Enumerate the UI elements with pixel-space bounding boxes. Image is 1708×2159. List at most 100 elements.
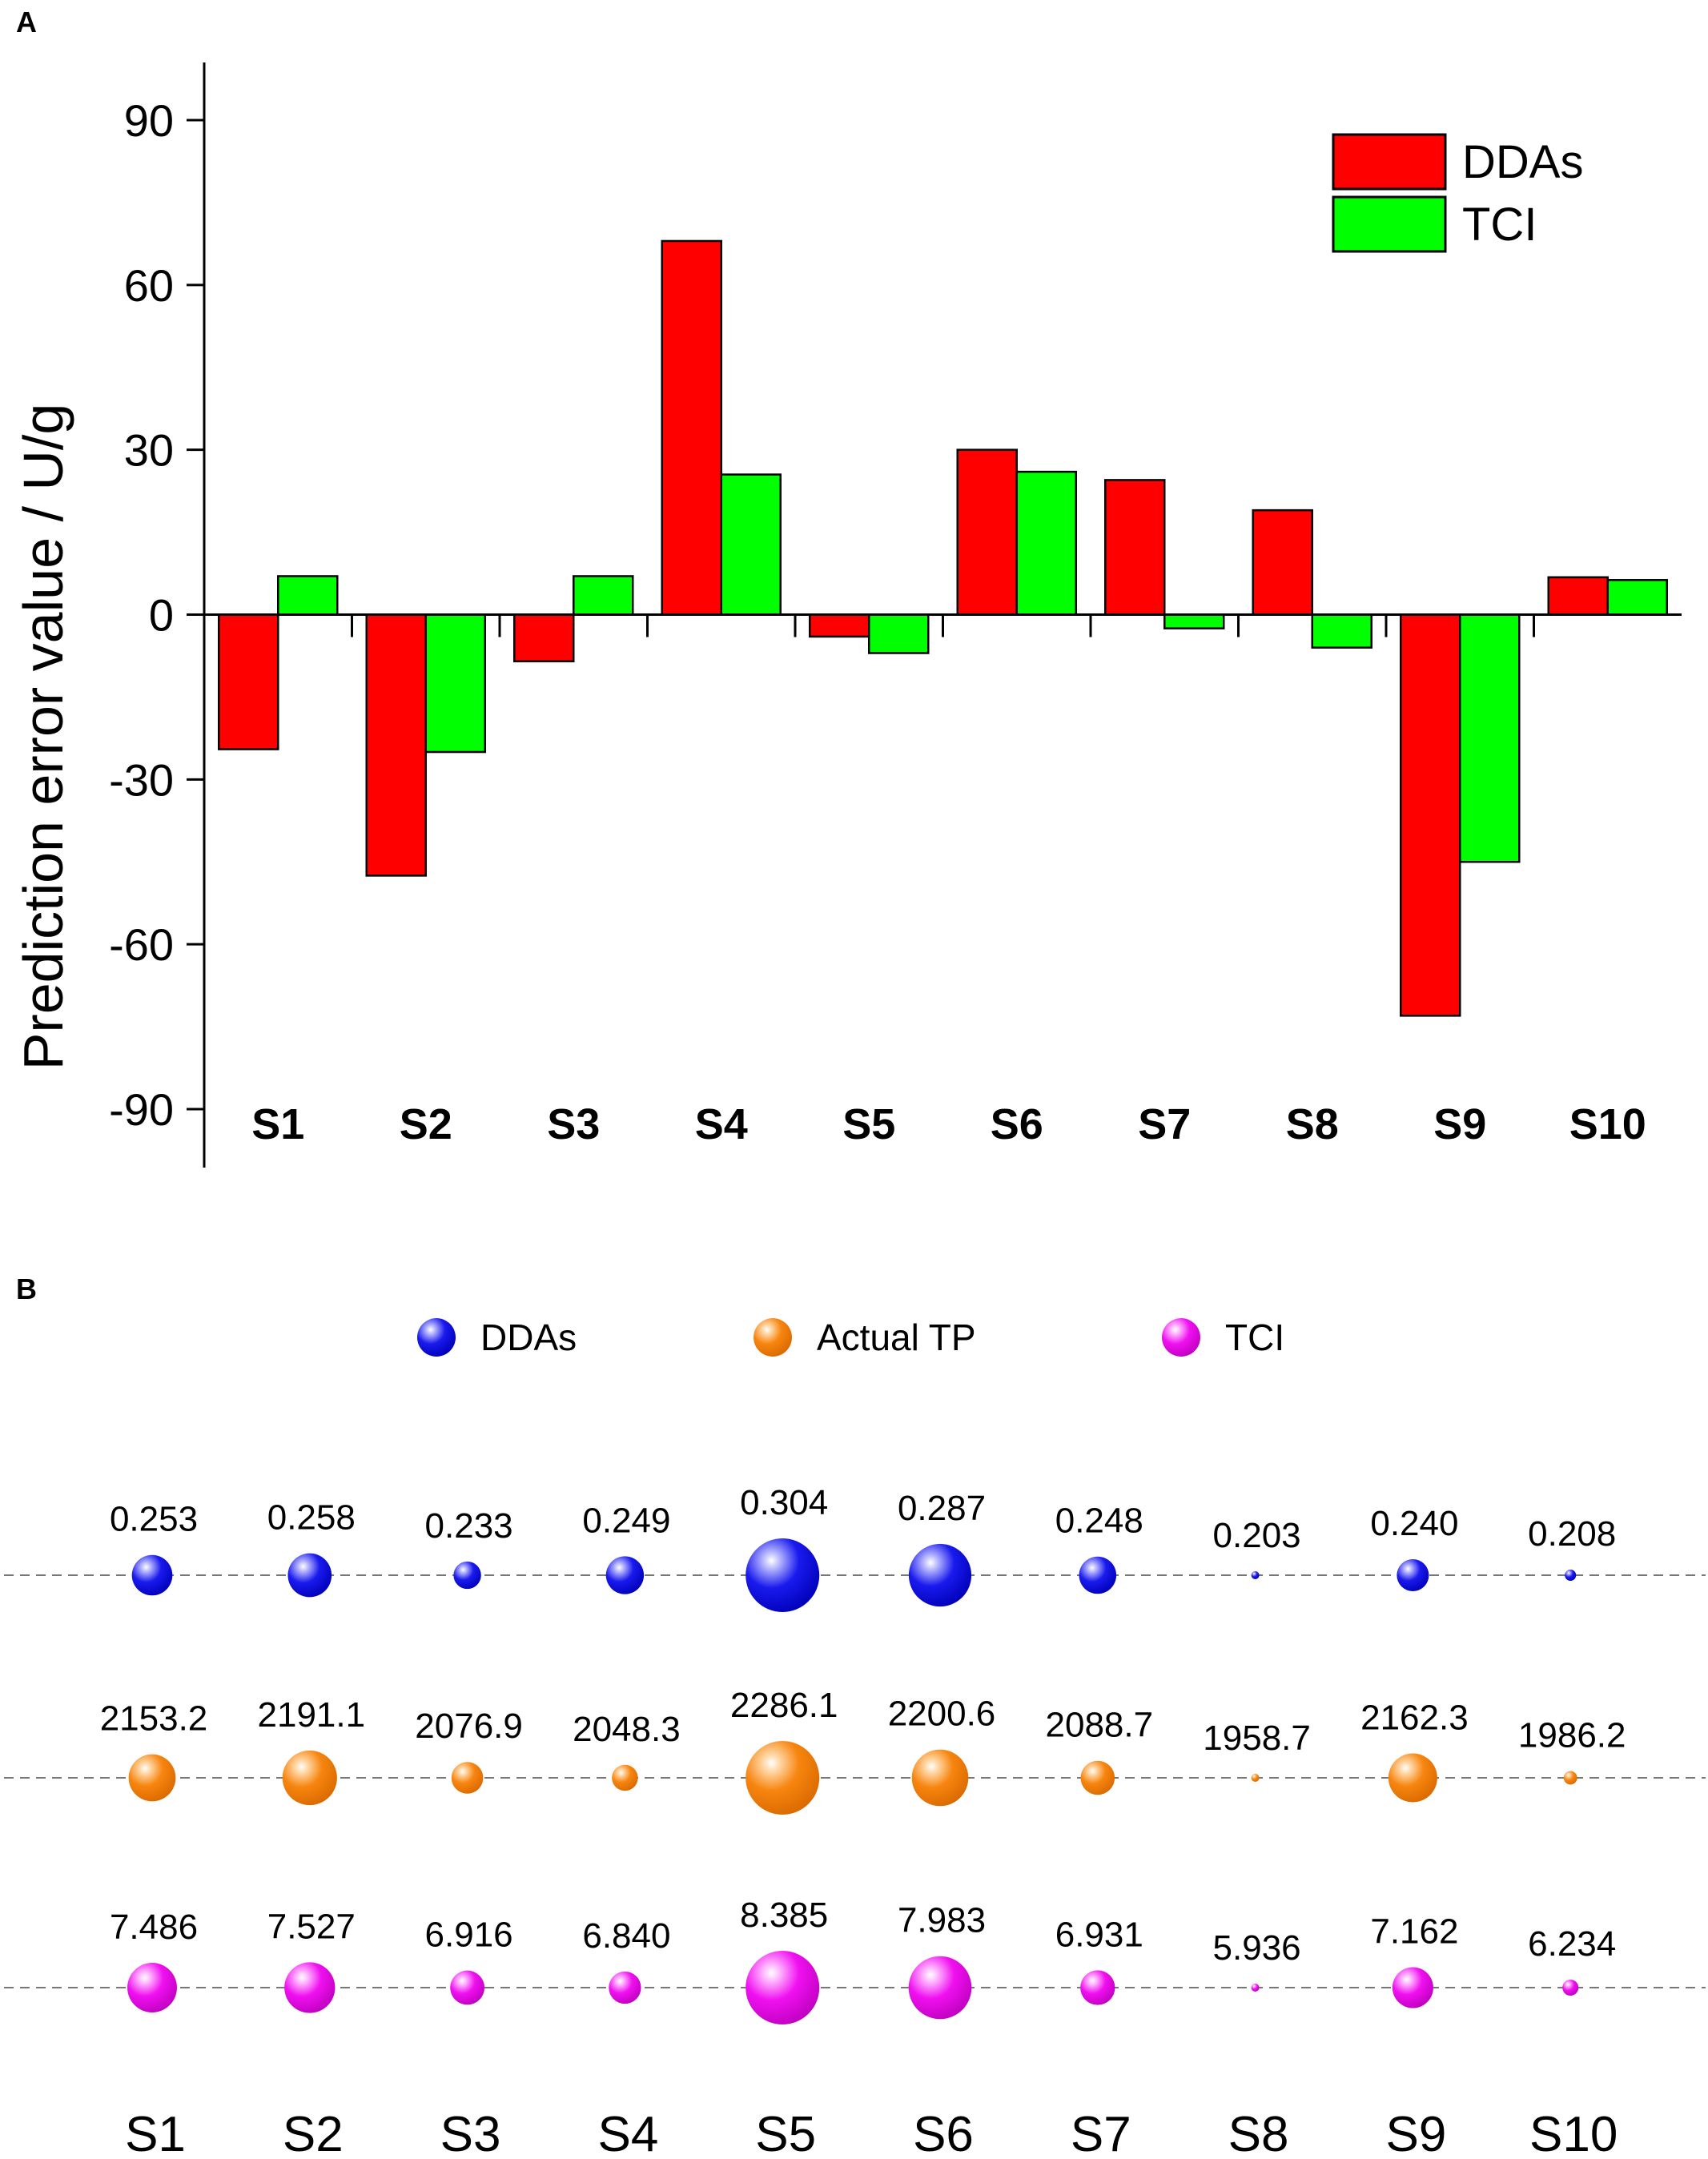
x-category-label: S3 <box>547 1100 600 1148</box>
bubble-tci-s3 <box>450 1970 485 2005</box>
x-category-label: S5 <box>755 2107 816 2159</box>
x-category-label: S10 <box>1569 1100 1646 1148</box>
value-label: 0.233 <box>425 1506 513 1546</box>
value-label: 7.486 <box>110 1908 198 1947</box>
bubble-tci-s2 <box>284 1962 336 2013</box>
panel-a-bar-chart: 90 60 30 0 -30 -60 -90 Prediction error value /… <box>12 62 1682 1168</box>
x-category-label: S9 <box>1385 2107 1446 2159</box>
bubble-actual-tp-s5 <box>745 1741 820 1815</box>
y-tick-label: -30 <box>109 754 174 805</box>
value-label: 2286.1 <box>730 1686 838 1725</box>
bar-ddas-s5 <box>809 613 870 638</box>
value-label: 6.234 <box>1528 1924 1616 1964</box>
bar-tci-s5 <box>868 613 930 654</box>
bubble-ddas-s8 <box>1251 1571 1260 1579</box>
value-label: 2048.3 <box>573 1710 681 1749</box>
bar-tci-s2 <box>424 613 486 754</box>
bar-ddas-s1 <box>218 613 279 750</box>
value-label: 6.931 <box>1055 1915 1143 1954</box>
legend-bubble-ddas <box>417 1318 456 1357</box>
value-label: 0.258 <box>267 1498 356 1538</box>
value-label: 0.203 <box>1213 1516 1301 1555</box>
bubble-ddas-s7 <box>1079 1556 1117 1594</box>
value-label: 0.240 <box>1370 1504 1458 1543</box>
legend-label-ddas: DDAs <box>480 1317 577 1358</box>
legend-swatch-tci <box>1332 195 1447 253</box>
bubble-ddas-s2 <box>287 1553 332 1598</box>
bar-ddas-s9 <box>1400 613 1461 1017</box>
bubble-actual-tp-s8 <box>1251 1774 1260 1782</box>
value-label: 0.249 <box>582 1501 670 1540</box>
x-category-label: S4 <box>597 2107 658 2159</box>
x-category-label: S7 <box>1071 2107 1131 2159</box>
bar-ddas-s8 <box>1252 509 1313 616</box>
x-category-label: S1 <box>125 2107 186 2159</box>
value-label: 6.916 <box>425 1916 513 1955</box>
bar-ddas-s2 <box>365 613 427 877</box>
bubble-ddas-s3 <box>453 1561 481 1590</box>
x-category-label: S6 <box>991 1100 1043 1148</box>
value-label: 2076.9 <box>415 1707 523 1746</box>
x-category-label: S10 <box>1529 2107 1618 2159</box>
bar-tci-s3 <box>573 575 634 616</box>
x-category-label: S8 <box>1286 1100 1339 1148</box>
bar-tci-s9 <box>1459 613 1521 863</box>
value-label: 0.253 <box>110 1500 198 1539</box>
value-label: 2088.7 <box>1046 1706 1154 1745</box>
value-label: 7.983 <box>898 1901 986 1940</box>
value-label: 2162.3 <box>1360 1699 1469 1738</box>
bubble-ddas-s10 <box>1565 1569 1577 1582</box>
y-tick-label: 60 <box>124 260 174 311</box>
y-tick-label: -60 <box>109 919 174 970</box>
panel-a-legend: DDAs TCI <box>1332 133 1583 253</box>
panel-b-legend: DDAs Actual TP TCI <box>417 1317 1284 1358</box>
bubble-actual-tp-s7 <box>1080 1760 1115 1795</box>
y-tick-label: 30 <box>124 425 174 476</box>
y-tick-label: 90 <box>124 95 174 146</box>
legend-bubble-actual-tp <box>754 1318 792 1357</box>
bubble-ddas-s6 <box>908 1543 972 1607</box>
x-category-label: S2 <box>283 2107 344 2159</box>
y-tick-label: 0 <box>149 590 174 641</box>
y-tick-label: -90 <box>109 1084 174 1135</box>
bubble-actual-tp-s6 <box>911 1749 969 1807</box>
bar-ddas-s7 <box>1104 479 1166 616</box>
bar-tci-s6 <box>1015 470 1077 616</box>
panel-b-label: B <box>16 1272 37 1305</box>
bubble-actual-tp-s1 <box>128 1754 176 1802</box>
value-label: 1986.2 <box>1518 1716 1626 1755</box>
x-category-label: S5 <box>842 1100 895 1148</box>
bubble-tci-s4 <box>609 1971 641 2004</box>
legend-label-ddas: DDAs <box>1462 136 1583 188</box>
bubble-ddas-s1 <box>131 1554 173 1596</box>
bubble-tci-s10 <box>1562 1980 1579 1996</box>
x-category-label: S2 <box>400 1100 452 1148</box>
x-category-label: S6 <box>913 2107 974 2159</box>
bubble-tci-s5 <box>745 1951 820 2024</box>
y-axis-title: Prediction error value / U/g <box>12 404 74 1071</box>
bubble-tci-s7 <box>1080 1970 1115 2005</box>
bubble-actual-tp-s2 <box>282 1750 337 1806</box>
bar-ddas-s3 <box>513 613 575 663</box>
bubble-actual-tp-s3 <box>451 1762 484 1794</box>
value-label: 7.527 <box>267 1907 356 1946</box>
x-category-label: S9 <box>1433 1100 1486 1148</box>
x-category-label: S1 <box>251 1100 304 1148</box>
value-label: 6.840 <box>582 1916 670 1956</box>
bar-tci-s8 <box>1311 613 1372 649</box>
legend-label-actual-tp: Actual TP <box>817 1317 976 1358</box>
bar-tci-s10 <box>1606 579 1668 616</box>
legend-bubble-tci <box>1162 1318 1200 1357</box>
bar-ddas-s4 <box>661 239 722 616</box>
x-category-label: S4 <box>695 1100 748 1148</box>
value-label: 1958.7 <box>1203 1719 1311 1758</box>
value-label: 0.248 <box>1055 1502 1143 1541</box>
bubble-actual-tp-s9 <box>1388 1753 1437 1803</box>
bubble-ddas-s5 <box>745 1538 820 1612</box>
bubble-tci-s1 <box>127 1963 177 2012</box>
value-label: 2200.6 <box>888 1695 996 1734</box>
legend-label-tci: TCI <box>1462 199 1537 251</box>
bubble-ddas-s4 <box>605 1556 645 1594</box>
value-label: 2153.2 <box>100 1699 208 1739</box>
panel-b-bubble-chart: 0.253 0.258 0.233 0.249 0.304 0.287 0.248 0.203… <box>4 1483 1706 2159</box>
